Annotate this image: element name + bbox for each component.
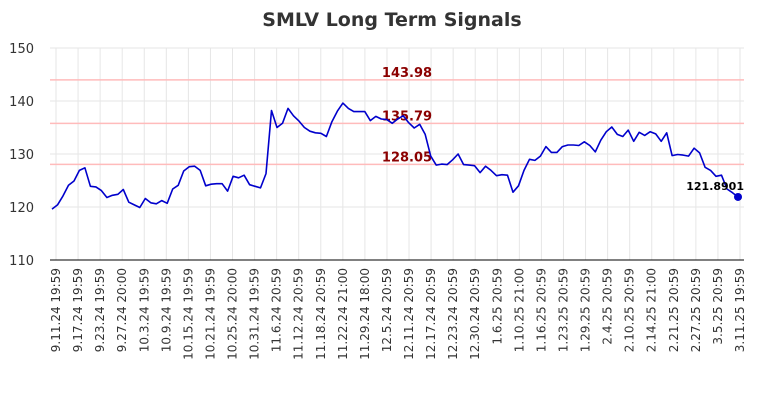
x-tick-label: 3.11.25 19:59 bbox=[733, 268, 747, 352]
y-tick-label: 150 bbox=[9, 42, 34, 57]
x-tick-label: 9.23.24 19:59 bbox=[93, 268, 107, 352]
reference-line-label: 143.98 bbox=[382, 66, 432, 81]
x-tick-label: 1.29.25 20:59 bbox=[579, 268, 593, 352]
x-tick-label: 1.6.25 20:59 bbox=[490, 268, 504, 345]
x-tick-label: 10.3.24 19:59 bbox=[137, 268, 151, 352]
last-point-marker bbox=[734, 192, 742, 201]
x-tick-label: 11.29.24 18:00 bbox=[358, 268, 372, 360]
x-tick-label: 9.11.24 19:59 bbox=[49, 268, 63, 352]
x-tick-label: 12.23.24 20:59 bbox=[446, 268, 460, 360]
x-tick-label: 12.5.24 20:59 bbox=[380, 268, 394, 352]
y-tick-label: 130 bbox=[9, 148, 34, 163]
x-tick-label: 2.27.25 20:59 bbox=[689, 268, 703, 352]
price-series bbox=[51, 102, 739, 210]
x-tick-label: 2.14.25 21:00 bbox=[645, 268, 659, 352]
x-tick-label: 10.31.24 19:59 bbox=[248, 268, 262, 360]
x-tick-label: 9.17.24 19:59 bbox=[71, 268, 85, 352]
last-value-label: 121.8901 bbox=[686, 180, 744, 193]
x-tick-label: 11.22.24 21:00 bbox=[336, 268, 350, 360]
x-tick-label: 10.25.24 20:00 bbox=[226, 268, 240, 360]
x-tick-label: 10.9.24 19:59 bbox=[159, 268, 173, 352]
grid bbox=[50, 47, 744, 261]
x-tick-label: 11.18.24 20:59 bbox=[314, 268, 328, 360]
y-axis: 110 120 130 140 150 bbox=[9, 42, 744, 269]
x-tick-label: 11.12.24 20:59 bbox=[292, 268, 306, 360]
x-tick-label: 10.15.24 19:59 bbox=[181, 268, 195, 360]
x-tick-label: 10.21.24 19:59 bbox=[203, 268, 217, 360]
x-tick-label: 12.30.24 20:59 bbox=[468, 268, 482, 360]
last-value-annotation: 121.8901 bbox=[686, 180, 744, 201]
x-tick-label: 9.27.24 20:00 bbox=[115, 268, 129, 352]
y-tick-label: 140 bbox=[9, 95, 34, 110]
x-tick-label: 3.5.25 20:59 bbox=[711, 268, 725, 345]
x-tick-label: 11.6.24 20:59 bbox=[270, 268, 284, 352]
x-tick-label: 12.17.24 20:59 bbox=[424, 268, 438, 360]
x-tick-label: 2.4.25 20:59 bbox=[601, 268, 615, 345]
x-tick-label: 1.16.25 20:59 bbox=[534, 268, 548, 352]
chart-title: SMLV Long Term Signals bbox=[262, 9, 521, 31]
x-tick-label: 1.23.25 20:59 bbox=[556, 268, 570, 352]
x-tick-label: 1.10.25 21:00 bbox=[512, 268, 526, 352]
y-tick-label: 110 bbox=[9, 254, 34, 269]
reference-line-label: 128.05 bbox=[382, 150, 432, 165]
x-tick-label: 12.11.24 20:59 bbox=[402, 268, 416, 360]
x-axis: 9.11.24 19:59 9.17.24 19:59 9.23.24 19:59 9… bbox=[49, 268, 747, 360]
y-tick-label: 120 bbox=[9, 201, 34, 216]
x-tick-label: 2.21.25 20:59 bbox=[667, 268, 681, 352]
series-line bbox=[51, 102, 739, 210]
x-tick-label: 2.10.25 20:59 bbox=[623, 268, 637, 352]
